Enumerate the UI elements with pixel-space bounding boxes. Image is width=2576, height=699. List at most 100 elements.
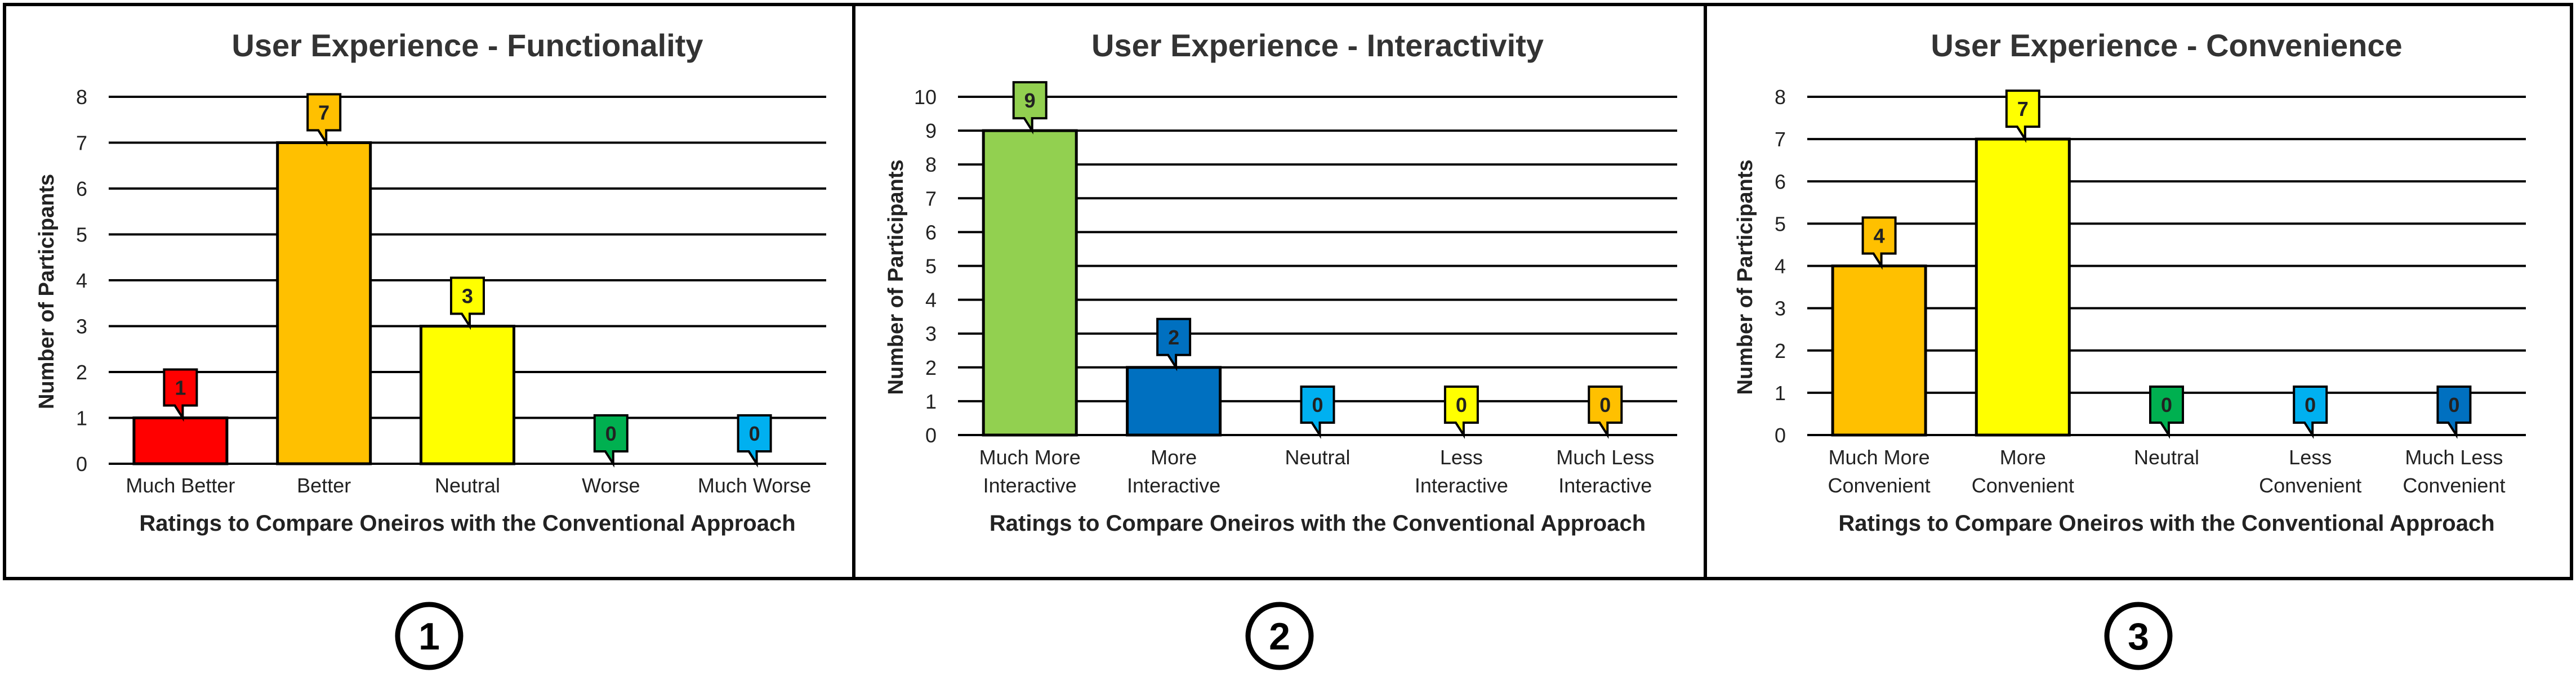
y-tick-label: 5 bbox=[1775, 212, 1786, 235]
data-label: 0 bbox=[1456, 393, 1467, 416]
data-label: 1 bbox=[175, 377, 186, 400]
data-label-callout bbox=[1156, 317, 1192, 371]
x-tick-label: Much Less bbox=[2405, 446, 2503, 469]
y-axis-label: Number of Participants bbox=[1733, 159, 1757, 395]
chart-panel-3: User Experience - Convenience 0 1 2 3 4 5 6 7 8 Nu… bbox=[1704, 3, 2573, 670]
data-label-callout bbox=[1861, 216, 1897, 270]
x-tick-label: More bbox=[2000, 446, 2046, 469]
data-label-callout bbox=[2293, 386, 2328, 439]
chart-panel-1: User Experience - Functionality 0 1 2 3 4 5 6 7 8… bbox=[3, 3, 855, 670]
y-tick-label: 3 bbox=[1775, 297, 1786, 320]
data-label-callout bbox=[1588, 386, 1623, 439]
x-tick-label: More bbox=[1151, 446, 1197, 469]
x-tick-label: Better bbox=[297, 474, 351, 497]
data-label: 0 bbox=[749, 422, 760, 445]
y-tick-label: 1 bbox=[76, 407, 87, 430]
y-tick-label: 0 bbox=[76, 452, 87, 476]
y-tick-label: 8 bbox=[76, 86, 87, 109]
bar bbox=[1831, 265, 1927, 437]
x-tick-label: Less bbox=[1440, 446, 1483, 469]
x-tick-label: Much More bbox=[979, 446, 1081, 469]
y-tick-label: 8 bbox=[925, 153, 937, 176]
bar bbox=[1126, 366, 1222, 437]
data-label: 0 bbox=[1599, 393, 1611, 416]
data-label-callout bbox=[450, 276, 485, 330]
data-label-callout bbox=[306, 93, 342, 147]
x-tick-label: Convenient bbox=[1828, 474, 1931, 497]
y-tick-label: 4 bbox=[1775, 255, 1786, 278]
chart-title: User Experience - Interactivity bbox=[1091, 28, 1544, 63]
bar bbox=[982, 129, 1078, 437]
panel-number: 1 bbox=[418, 615, 440, 658]
chart-title: User Experience - Convenience bbox=[1931, 28, 2402, 63]
data-label-callout bbox=[2005, 89, 2040, 143]
data-label-callout bbox=[2149, 386, 2184, 439]
x-tick-label: Much Less bbox=[1556, 446, 1654, 469]
y-tick-label: 2 bbox=[925, 356, 937, 379]
x-tick-label: Much More bbox=[1829, 446, 1930, 469]
y-tick-label: 1 bbox=[1775, 382, 1786, 405]
x-tick-label: Much Better bbox=[126, 474, 235, 497]
chart-panel-2: User Experience - Interactivity 0 1 2 3 4 5 6 7 8… bbox=[852, 3, 1707, 670]
y-tick-label: 10 bbox=[914, 86, 937, 109]
y-tick-label: 0 bbox=[925, 424, 937, 447]
y-tick-label: 6 bbox=[76, 177, 87, 200]
data-label-callout bbox=[1443, 386, 1479, 439]
x-axis-label: Ratings to Compare Oneiros with the Conv… bbox=[139, 511, 795, 536]
data-label-callout bbox=[737, 414, 772, 468]
y-tick-label: 1 bbox=[925, 390, 937, 413]
x-axis-label: Ratings to Compare Oneiros with the Conv… bbox=[990, 511, 1646, 536]
y-tick-label: 3 bbox=[76, 315, 87, 338]
data-label: 3 bbox=[462, 285, 473, 308]
x-tick-label: Convenient bbox=[2403, 474, 2505, 497]
x-tick-label: Interactive bbox=[1415, 474, 1508, 497]
data-label: 0 bbox=[605, 422, 617, 445]
y-tick-label: 6 bbox=[925, 221, 937, 244]
y-tick-label: 9 bbox=[925, 119, 937, 142]
y-tick-label: 2 bbox=[1775, 339, 1786, 362]
y-tick-label: 7 bbox=[76, 132, 87, 155]
x-tick-label: Interactive bbox=[983, 474, 1077, 497]
y-axis-label: Number of Participants bbox=[35, 174, 59, 409]
x-tick-label: Less bbox=[2289, 446, 2332, 469]
data-label: 0 bbox=[2305, 393, 2316, 416]
bar bbox=[132, 416, 229, 465]
x-tick-label: Neutral bbox=[1285, 446, 1350, 469]
x-tick-label: Interactive bbox=[1558, 474, 1652, 497]
x-tick-label: Convenient bbox=[1972, 474, 2074, 497]
data-label: 2 bbox=[1168, 326, 1179, 349]
y-tick-label: 4 bbox=[76, 269, 87, 292]
y-tick-label: 7 bbox=[1775, 128, 1786, 151]
x-axis-label: Ratings to Compare Oneiros with the Conv… bbox=[1838, 511, 2494, 536]
data-label-callout bbox=[593, 414, 629, 468]
data-label: 7 bbox=[318, 101, 329, 124]
x-tick-label: Convenient bbox=[2259, 474, 2361, 497]
y-tick-label: 3 bbox=[925, 322, 937, 346]
bar bbox=[1975, 137, 2071, 437]
data-label: 0 bbox=[1312, 393, 1323, 416]
panel-number: 2 bbox=[1269, 615, 1290, 658]
y-tick-label: 4 bbox=[925, 289, 937, 312]
data-label: 0 bbox=[2161, 393, 2172, 416]
panel-number-circle bbox=[395, 602, 463, 670]
y-tick-label: 8 bbox=[1775, 86, 1786, 109]
x-tick-label: Neutral bbox=[2134, 446, 2199, 469]
y-tick-label: 0 bbox=[1775, 424, 1786, 447]
y-axis-label: Number of Participants bbox=[884, 159, 908, 395]
panel-number: 3 bbox=[2128, 615, 2149, 658]
y-tick-label: 7 bbox=[925, 187, 937, 210]
x-tick-label: Much Worse bbox=[698, 474, 811, 497]
chart-title: User Experience - Functionality bbox=[231, 28, 703, 63]
panel-border bbox=[1704, 3, 2573, 580]
panel-number-circle bbox=[1245, 602, 1314, 670]
panel-number-circle bbox=[2104, 602, 2173, 670]
y-tick-label: 2 bbox=[76, 361, 87, 384]
data-label: 0 bbox=[2448, 393, 2459, 416]
x-tick-label: Worse bbox=[582, 474, 640, 497]
data-label-callout bbox=[1012, 81, 1048, 135]
bar bbox=[276, 141, 372, 465]
data-label: 9 bbox=[1024, 89, 1036, 112]
bar bbox=[420, 325, 515, 465]
data-label: 4 bbox=[1874, 225, 1885, 248]
